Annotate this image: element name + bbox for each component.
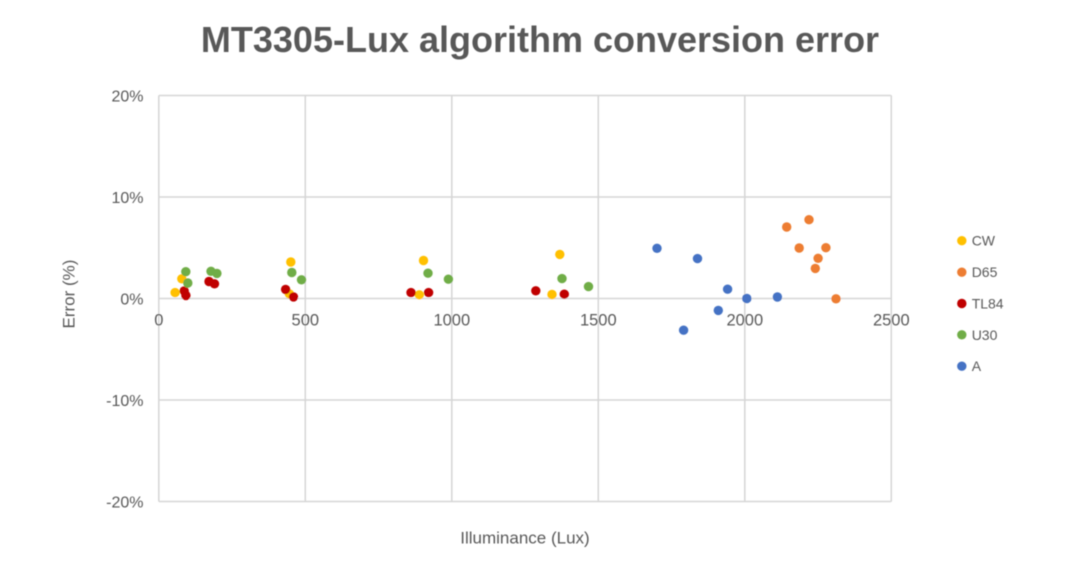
- svg-text:0%: 0%: [120, 291, 143, 308]
- svg-text:CW: CW: [972, 233, 996, 249]
- svg-text:20%: 20%: [111, 88, 143, 105]
- svg-text:10%: 10%: [111, 190, 143, 207]
- svg-text:A: A: [972, 358, 982, 374]
- svg-text:1000: 1000: [433, 312, 470, 330]
- svg-text:Error (%): Error (%): [60, 260, 79, 329]
- svg-text:MT3305-Lux algorithm conversio: MT3305-Lux algorithm conversion error: [201, 19, 879, 60]
- svg-text:TL84: TL84: [972, 296, 1004, 312]
- svg-text:0: 0: [154, 312, 163, 330]
- svg-text:2500: 2500: [873, 312, 910, 330]
- svg-text:500: 500: [292, 312, 320, 330]
- svg-text:-20%: -20%: [106, 494, 143, 511]
- svg-text:1500: 1500: [580, 312, 617, 330]
- svg-text:U30: U30: [972, 327, 998, 343]
- svg-text:Illuminance (Lux): Illuminance (Lux): [460, 529, 589, 548]
- svg-text:-10%: -10%: [106, 393, 143, 410]
- svg-text:D65: D65: [972, 264, 998, 280]
- svg-text:2000: 2000: [726, 312, 763, 330]
